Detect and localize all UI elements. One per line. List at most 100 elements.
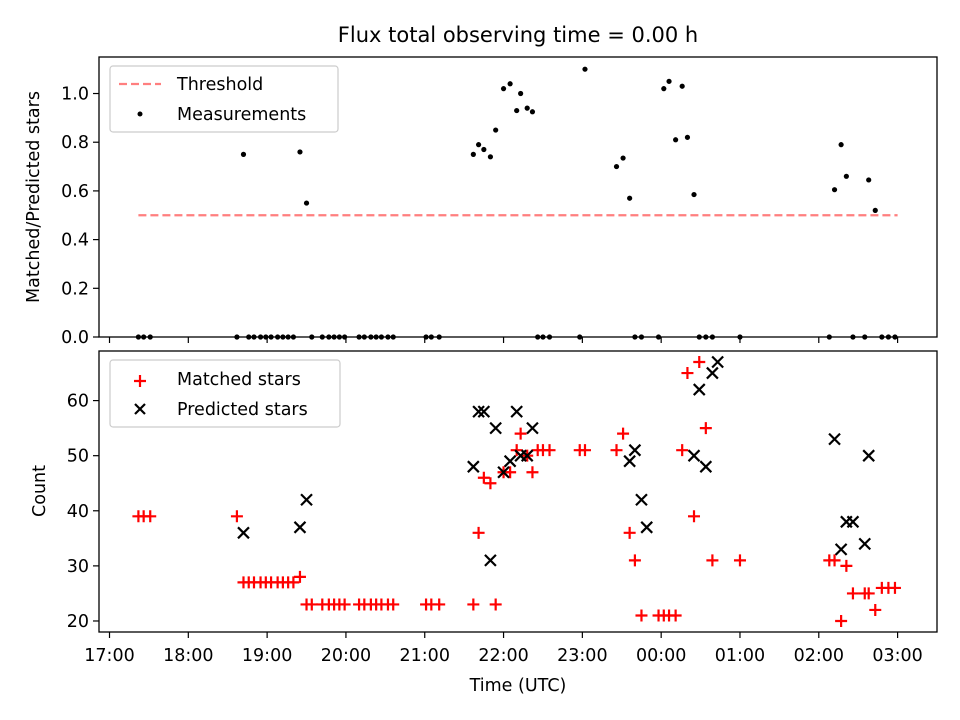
matched-point <box>669 609 682 622</box>
predicted-point <box>520 449 534 462</box>
measurements-legend-label: Measurements <box>177 105 306 125</box>
measurement-point <box>673 137 679 143</box>
measurement-point <box>666 78 672 84</box>
matched-point <box>467 598 480 611</box>
x-tick-label: 18:00 <box>163 646 213 666</box>
predicted-point <box>526 421 539 435</box>
count-panel: 20 30 40 50 60 17:00 18:00 19:00 20:00 21:00 22:0… <box>30 350 938 696</box>
measurement-point <box>838 142 844 148</box>
x-tick-label: 20:00 <box>321 646 371 666</box>
measurement-point <box>524 105 530 111</box>
matched-point <box>676 444 689 457</box>
count-panel-frame <box>98 350 938 633</box>
matched-point <box>526 466 539 479</box>
matched-point <box>610 444 623 457</box>
y-tick-label: 0.6 <box>61 182 89 202</box>
measurement-point <box>843 173 849 179</box>
matched-point <box>628 554 641 567</box>
measurement-point <box>507 81 513 87</box>
y-tick-label: 50 <box>67 447 89 467</box>
predicted-point <box>510 405 523 418</box>
y-tick-label: 60 <box>67 392 89 412</box>
matched-point <box>706 554 719 567</box>
measurement-point <box>613 163 620 170</box>
matched-point <box>693 356 706 369</box>
predicted-point <box>858 537 872 551</box>
x-tick-label: 21:00 <box>400 646 450 666</box>
matched-point <box>484 477 497 490</box>
measurement-point <box>297 149 303 155</box>
y-tick-label: 20 <box>67 612 89 632</box>
x-tick-label: 00:00 <box>636 646 686 666</box>
predicted-point <box>293 521 307 534</box>
matched-point <box>293 570 306 583</box>
matched-point <box>578 444 591 457</box>
matched-point <box>433 598 446 611</box>
ratio-legend: Threshold Measurements <box>109 65 339 133</box>
predicted-point <box>862 449 875 462</box>
measurement-point <box>470 151 476 157</box>
measurement-point <box>627 195 633 201</box>
matched-legend-swatch <box>134 375 146 387</box>
matched-point <box>888 581 901 594</box>
matched-point <box>543 444 556 457</box>
matched-point <box>862 587 875 600</box>
matched-point <box>489 598 502 611</box>
count-y-axis-label: Count <box>30 465 50 517</box>
count-legend-box <box>109 359 341 428</box>
x-tick-label: 01:00 <box>715 646 765 666</box>
matched-point <box>846 587 859 600</box>
matched-point <box>688 510 701 523</box>
x-tick-label: 17:00 <box>84 646 134 666</box>
matched-legend-label: Matched stars <box>177 370 301 390</box>
predicted-point <box>711 355 724 369</box>
predicted-point <box>834 543 848 556</box>
matched-point <box>387 598 400 611</box>
chart-title: Flux total observing time = 0.00 h <box>338 23 698 47</box>
measurement-point <box>872 207 878 213</box>
matched-point <box>617 427 630 440</box>
y-tick-label: 0.0 <box>61 328 89 348</box>
predicted-legend-swatch <box>134 403 146 415</box>
x-tick-label: 23:00 <box>557 646 607 666</box>
predicted-point <box>687 449 701 462</box>
x-tick-label: 03:00 <box>872 646 922 666</box>
predicted-point <box>503 454 517 468</box>
measurement-point <box>493 127 499 133</box>
matched-point <box>514 427 527 440</box>
ratio-panel: 0.0 0.2 0.4 0.6 0.8 1.0 Matched/Predicted sta… <box>24 56 938 348</box>
y-tick-label: 0.2 <box>61 279 89 299</box>
y-tick-label: 0.8 <box>61 133 89 153</box>
measurement-point <box>240 151 247 157</box>
measurement-point <box>303 200 310 206</box>
predicted-legend-label: Predicted stars <box>177 400 308 420</box>
count-legend: Matched stars Predicted stars <box>109 359 341 428</box>
y-tick-label: 30 <box>67 557 89 577</box>
measurements-legend-swatch <box>137 111 143 117</box>
predicted-point <box>692 383 706 396</box>
matched-point <box>305 598 318 611</box>
measurement-point <box>684 134 691 140</box>
measurement-point <box>661 86 667 92</box>
matched-point <box>733 554 746 567</box>
y-tick-label: 1.0 <box>61 85 89 105</box>
measurement-point <box>620 155 626 161</box>
ratio-panel-frame <box>98 56 938 338</box>
predicted-point <box>846 515 860 529</box>
measurement-point <box>514 107 520 114</box>
predicted-point <box>635 493 648 507</box>
matched-point <box>681 367 694 380</box>
matched-point <box>287 576 300 589</box>
predicted-point <box>497 465 510 479</box>
matched-point <box>510 444 523 457</box>
ratio-legend-box <box>109 65 339 133</box>
x-tick-label: 19:00 <box>242 646 292 666</box>
measurement-point <box>475 142 482 148</box>
x-tick-label: 22:00 <box>478 646 528 666</box>
measurement-point <box>582 66 588 72</box>
predicted-point <box>472 405 485 418</box>
predicted-point <box>640 521 653 534</box>
y-tick-label: 0.4 <box>61 231 89 251</box>
predicted-point <box>489 421 502 435</box>
x-axis-label: Time (UTC) <box>469 676 567 696</box>
